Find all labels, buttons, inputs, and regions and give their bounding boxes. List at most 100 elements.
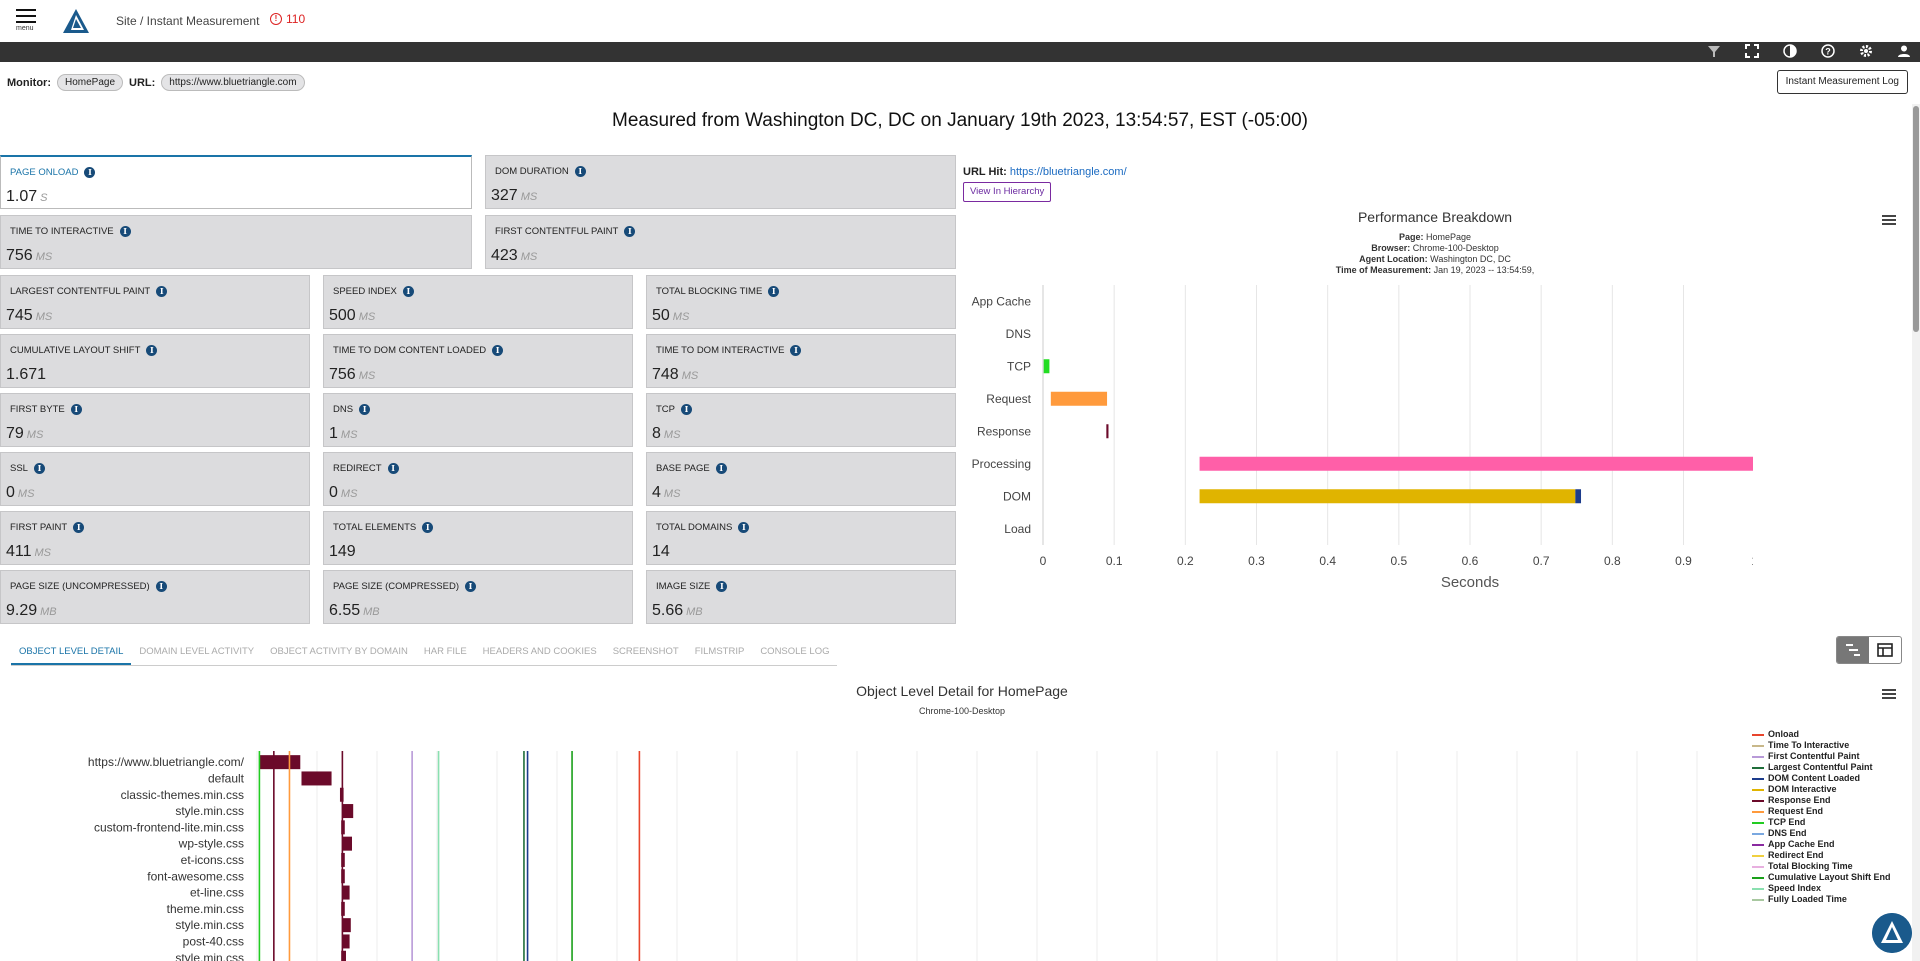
resource-bar[interactable] [342, 934, 350, 949]
legend-item[interactable]: Request End [1752, 806, 1891, 817]
resource-label[interactable]: font-awesome.css [147, 869, 244, 883]
metric-card[interactable]: TOTAL DOMAINS i 14 [646, 511, 956, 565]
page-scrollbar-track[interactable] [1912, 104, 1920, 961]
url-hit-link[interactable]: https://bluetriangle.com/ [1009, 166, 1127, 178]
tab-screenshot[interactable]: SCREENSHOT [612, 646, 679, 657]
resource-label[interactable]: theme.min.css [167, 902, 244, 916]
legend-item[interactable]: Total Blocking Time [1752, 861, 1891, 872]
metric-card[interactable]: SSL i 0 MS [0, 452, 310, 506]
metric-card[interactable]: FIRST BYTE i 79 MS [0, 393, 310, 447]
info-icon[interactable]: i [402, 286, 414, 297]
metric-card[interactable]: TIME TO INTERACTIVE i 756 MS [0, 215, 472, 269]
legend-item[interactable]: Fully Loaded Time [1752, 894, 1891, 905]
resource-label[interactable]: style.min.css [175, 918, 244, 932]
info-icon[interactable]: i [73, 522, 85, 533]
info-icon[interactable]: i [359, 404, 371, 415]
legend-item[interactable]: DOM Content Loaded [1752, 773, 1891, 784]
metric-card[interactable]: SPEED INDEX i 500 MS [323, 275, 633, 329]
legend-item[interactable]: DNS End [1752, 828, 1891, 839]
metric-card[interactable]: CUMULATIVE LAYOUT SHIFT i 1.671 [0, 334, 310, 388]
resource-label[interactable]: custom-frontend-lite.min.css [94, 820, 244, 834]
info-icon[interactable]: i [119, 226, 131, 237]
info-icon[interactable]: i [715, 463, 727, 474]
legend-item[interactable]: Time To Interactive [1752, 740, 1891, 751]
perf-bar-request[interactable] [1050, 391, 1108, 406]
fullscreen-icon[interactable] [1744, 44, 1760, 60]
tab-filmstrip[interactable]: FILMSTRIP [694, 646, 745, 657]
metric-card[interactable]: TOTAL BLOCKING TIME i 50 MS [646, 275, 956, 329]
metric-card[interactable]: PAGE ONLOAD i 1.07 s [0, 155, 472, 209]
metric-card[interactable]: BASE PAGE i 4 MS [646, 452, 956, 506]
tab-object-level-detail[interactable]: OBJECT LEVEL DETAIL [11, 642, 132, 665]
resource-label[interactable]: classic-themes.min.css [121, 788, 244, 802]
perf-bar-dom[interactable] [1575, 489, 1582, 504]
url-pill[interactable]: https://www.bluetriangle.com [161, 74, 305, 91]
resource-label[interactable]: wp-style.css [178, 837, 244, 851]
legend-item[interactable]: App Cache End [1752, 839, 1891, 850]
perf-bar-dom[interactable] [1199, 489, 1576, 504]
help-icon[interactable]: ? [1820, 44, 1836, 60]
view-in-hierarchy-button[interactable]: View In Hierarchy [963, 182, 1052, 202]
resource-label[interactable]: default [208, 771, 245, 785]
resource-label[interactable]: style.min.css [175, 804, 244, 818]
info-icon[interactable]: i [387, 463, 399, 474]
resource-label[interactable]: post-40.css [183, 934, 244, 948]
metric-card[interactable]: TCP i 8 MS [646, 393, 956, 447]
waterfall-view-button[interactable] [1837, 637, 1869, 663]
legend-item[interactable]: TCP End [1752, 817, 1891, 828]
perf-bar-processing[interactable] [1199, 456, 1753, 471]
perf-bar-response[interactable] [1106, 424, 1109, 439]
legend-item[interactable]: Response End [1752, 795, 1891, 806]
metric-card[interactable]: IMAGE SIZE i 5.66 MB [646, 570, 956, 624]
info-icon[interactable]: i [464, 581, 476, 592]
instant-measurement-log-button[interactable]: Instant Measurement Log [1776, 70, 1908, 94]
legend-item[interactable]: First Contentful Paint [1752, 751, 1891, 762]
resource-label[interactable]: et-line.css [190, 886, 244, 900]
metric-card[interactable]: TIME TO DOM CONTENT LOADED i 756 MS [323, 334, 633, 388]
table-view-button[interactable] [1869, 637, 1901, 663]
metric-card[interactable]: TIME TO DOM INTERACTIVE i 748 MS [646, 334, 956, 388]
metric-card[interactable]: TOTAL ELEMENTS i 149 [323, 511, 633, 565]
info-icon[interactable]: i [155, 581, 167, 592]
tab-headers-and-cookies[interactable]: HEADERS AND COOKIES [482, 646, 597, 657]
perf-bar-tcp[interactable] [1043, 359, 1050, 374]
page-scrollbar-thumb[interactable] [1913, 106, 1919, 332]
tab-har-file[interactable]: HAR FILE [423, 646, 467, 657]
metric-card[interactable]: PAGE SIZE (UNCOMPRESSED) i 9.29 MB [0, 570, 310, 624]
metric-card[interactable]: DNS i 1 MS [323, 393, 633, 447]
legend-item[interactable]: Redirect End [1752, 850, 1891, 861]
resource-bar[interactable] [301, 771, 332, 786]
menu-button[interactable]: menu [16, 7, 38, 37]
legend-item[interactable]: DOM Interactive [1752, 784, 1891, 795]
info-icon[interactable]: i [624, 226, 636, 237]
resource-label[interactable]: style.min.css [175, 951, 244, 961]
tab-console-log[interactable]: CONSOLE LOG [760, 646, 830, 657]
metric-card[interactable]: FIRST CONTENTFUL PAINT i 423 MS [485, 215, 956, 269]
metric-card[interactable]: FIRST PAINT i 411 MS [0, 511, 310, 565]
info-icon[interactable]: i [790, 345, 802, 356]
legend-item[interactable]: Speed Index [1752, 883, 1891, 894]
info-icon[interactable]: i [70, 404, 82, 415]
user-icon[interactable] [1896, 44, 1912, 60]
info-icon[interactable]: i [574, 166, 586, 177]
tab-object-activity-by-domain[interactable]: OBJECT ACTIVITY BY DOMAIN [270, 646, 408, 657]
legend-item[interactable]: Onload [1752, 729, 1891, 740]
resource-label[interactable]: et-icons.css [181, 853, 244, 867]
resource-bar[interactable] [342, 885, 350, 900]
resource-bar[interactable] [342, 918, 351, 933]
resource-label[interactable]: https://www.bluetriangle.com/ [88, 755, 245, 769]
monitor-pill[interactable]: HomePage [56, 74, 124, 91]
info-icon[interactable]: i [716, 581, 728, 592]
info-icon[interactable]: i [84, 167, 96, 178]
legend-item[interactable]: Largest Contentful Paint [1752, 762, 1891, 773]
info-icon[interactable]: i [768, 286, 780, 297]
help-chat-button[interactable] [1872, 913, 1912, 953]
info-icon[interactable]: i [492, 345, 504, 356]
info-icon[interactable]: i [738, 522, 750, 533]
resource-bar[interactable] [341, 950, 346, 961]
blue-triangle-logo[interactable] [62, 8, 90, 34]
resource-bar[interactable] [259, 755, 301, 770]
metric-card[interactable]: DOM DURATION i 327 MS [485, 155, 956, 209]
info-icon[interactable]: i [422, 522, 434, 533]
perf-chart-menu-icon[interactable] [1882, 215, 1896, 227]
